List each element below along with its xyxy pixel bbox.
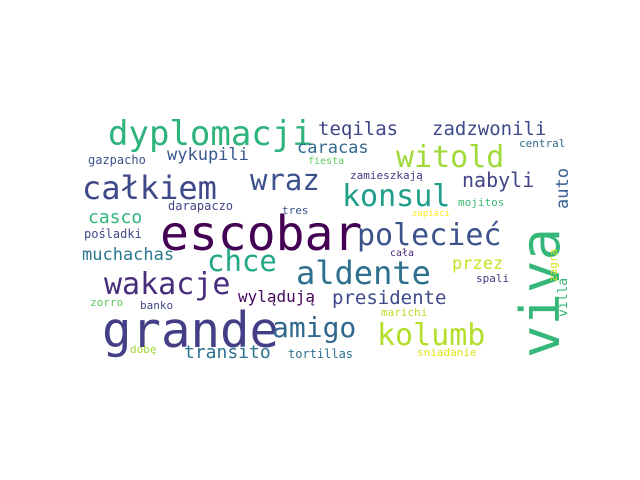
word: sniadanie bbox=[417, 346, 477, 359]
word: wraz bbox=[250, 163, 320, 197]
word: zagra bbox=[547, 248, 560, 282]
word: banko bbox=[140, 299, 174, 312]
word: całkiem bbox=[82, 169, 217, 207]
word: zamieszkają bbox=[350, 169, 423, 182]
word: przez bbox=[452, 254, 504, 274]
word: zadzwonili bbox=[432, 118, 547, 140]
word: grande bbox=[102, 302, 280, 359]
word: transito bbox=[184, 342, 271, 363]
word: presidente bbox=[332, 287, 447, 309]
word: escobar bbox=[160, 206, 363, 262]
word: amigo bbox=[272, 311, 357, 344]
word: witold bbox=[396, 140, 505, 175]
word: tortillas bbox=[288, 347, 354, 361]
word: wykupili bbox=[167, 145, 249, 165]
word: auto bbox=[553, 168, 573, 209]
word: villa bbox=[556, 277, 571, 317]
word: zorro bbox=[90, 296, 124, 309]
word: konsul bbox=[342, 179, 451, 214]
word: caracas bbox=[297, 138, 369, 158]
word: darapaczo bbox=[168, 199, 234, 213]
word: teqilas bbox=[318, 118, 399, 140]
word: muchachas bbox=[82, 245, 175, 265]
word: fiesta bbox=[308, 156, 345, 167]
word: casco bbox=[88, 207, 143, 228]
word: central bbox=[519, 137, 566, 150]
word: dyplomacji bbox=[108, 114, 313, 154]
word: cała bbox=[390, 248, 415, 259]
word: dobę bbox=[130, 343, 157, 356]
word: polecieć bbox=[357, 218, 502, 253]
word: kolumb bbox=[377, 318, 486, 353]
word: wylądują bbox=[238, 287, 316, 306]
word: aldente bbox=[296, 254, 431, 292]
word: chce bbox=[207, 244, 277, 278]
word: zapiaci bbox=[412, 209, 450, 219]
word: gazpacho bbox=[88, 153, 146, 167]
word: spali bbox=[476, 272, 510, 285]
word: marichi bbox=[381, 306, 428, 319]
word: wakacje bbox=[104, 267, 231, 302]
word: tres bbox=[282, 204, 309, 217]
word: pośladki bbox=[84, 227, 142, 241]
word: nabyli bbox=[462, 168, 535, 192]
word: mojitos bbox=[458, 196, 505, 209]
